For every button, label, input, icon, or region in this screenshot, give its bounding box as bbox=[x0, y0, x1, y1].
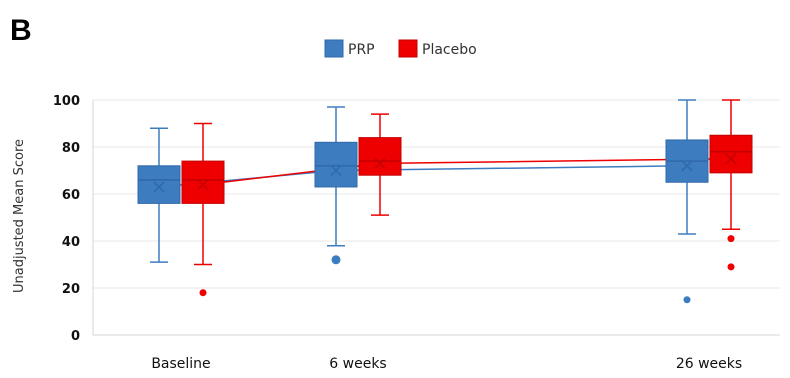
y-tick-label: 80 bbox=[62, 141, 80, 156]
mean-lines bbox=[158, 158, 732, 188]
box-iqr bbox=[137, 165, 181, 204]
gridlines bbox=[92, 99, 780, 336]
legend-label-placebo: Placebo bbox=[422, 42, 477, 58]
legend-label-prp: PRP bbox=[348, 42, 375, 58]
x-category-label: Baseline bbox=[151, 356, 210, 372]
mean-line-prp bbox=[158, 165, 688, 188]
box-prp bbox=[314, 106, 358, 265]
mean-marker bbox=[197, 179, 209, 191]
mean-line-placebo bbox=[202, 158, 732, 186]
box-iqr bbox=[358, 137, 402, 176]
outlier-point bbox=[727, 235, 735, 243]
legend-swatch-placebo bbox=[398, 39, 418, 58]
mean-marker bbox=[681, 160, 693, 172]
outlier-point bbox=[727, 263, 735, 271]
outlier-point bbox=[199, 289, 207, 297]
legend: PRP Placebo bbox=[324, 39, 477, 58]
legend-swatch-prp bbox=[324, 39, 344, 58]
mean-marker bbox=[374, 157, 386, 169]
x-axis-categories: Baseline 6 weeks 26 weeks bbox=[151, 356, 742, 372]
mean-marker bbox=[330, 164, 342, 177]
outlier-point bbox=[683, 296, 691, 304]
box-iqr bbox=[314, 141, 358, 188]
y-axis-title: Unadjusted Mean Score bbox=[12, 139, 27, 293]
y-tick-label: 60 bbox=[62, 188, 80, 203]
mean-marker bbox=[725, 153, 737, 165]
y-tick-label: 100 bbox=[53, 94, 80, 109]
y-tick-label: 40 bbox=[62, 235, 80, 250]
outlier-point bbox=[331, 255, 341, 265]
x-category-label: 6 weeks bbox=[329, 356, 386, 372]
box-placebo bbox=[358, 113, 402, 216]
mean-marker bbox=[153, 181, 165, 193]
box-prp bbox=[665, 99, 709, 304]
y-axis-ticks: 0 20 40 60 80 100 bbox=[53, 94, 80, 344]
box-placebo bbox=[181, 122, 225, 297]
y-tick-label: 20 bbox=[62, 282, 80, 297]
box-iqr bbox=[181, 160, 225, 204]
x-category-label: 26 weeks bbox=[676, 356, 742, 372]
panel-label: B bbox=[10, 14, 32, 47]
box-prp bbox=[137, 127, 181, 263]
box-placebo bbox=[709, 99, 753, 271]
y-tick-label: 0 bbox=[71, 329, 80, 344]
boxes bbox=[137, 99, 753, 304]
box-iqr bbox=[709, 134, 753, 174]
